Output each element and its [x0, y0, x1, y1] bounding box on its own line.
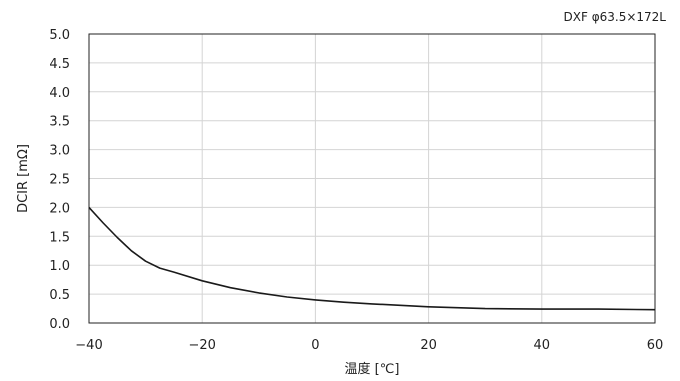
y-tick-label: 1.0	[49, 259, 70, 274]
x-axis-ticks: −40 −20 0 20 40 60	[75, 338, 663, 353]
y-tick-label: 4.5	[49, 57, 70, 72]
chart-annotation: DXF φ63.5×172L	[564, 10, 667, 24]
x-axis-title: 温度 [℃]	[345, 361, 400, 377]
y-tick-label: 2.0	[49, 201, 70, 216]
x-tick-label: 20	[420, 338, 437, 353]
y-tick-label: 3.5	[49, 115, 70, 130]
y-tick-label: 0.0	[49, 317, 70, 332]
grid	[89, 34, 655, 323]
y-tick-label: 0.5	[49, 288, 70, 303]
x-tick-label: −40	[75, 338, 102, 353]
x-tick-label: 60	[647, 338, 664, 353]
y-tick-label: 3.0	[49, 144, 70, 159]
x-tick-label: 40	[534, 338, 551, 353]
x-tick-label: 0	[311, 338, 319, 353]
x-tick-label: −20	[188, 338, 215, 353]
series-group	[88, 206, 656, 311]
y-axis-ticks: 0.0 0.5 1.0 1.5 2.0 2.5 3.0 3.5 4.0 4.5 5.0	[49, 28, 70, 332]
y-tick-label: 4.0	[49, 86, 70, 101]
y-tick-label: 1.5	[49, 230, 70, 245]
series-line	[88, 206, 656, 311]
y-axis-title: DCIR [mΩ]	[16, 144, 31, 213]
y-tick-label: 5.0	[49, 28, 70, 43]
y-tick-label: 2.5	[49, 173, 70, 188]
plot-area	[88, 33, 656, 324]
